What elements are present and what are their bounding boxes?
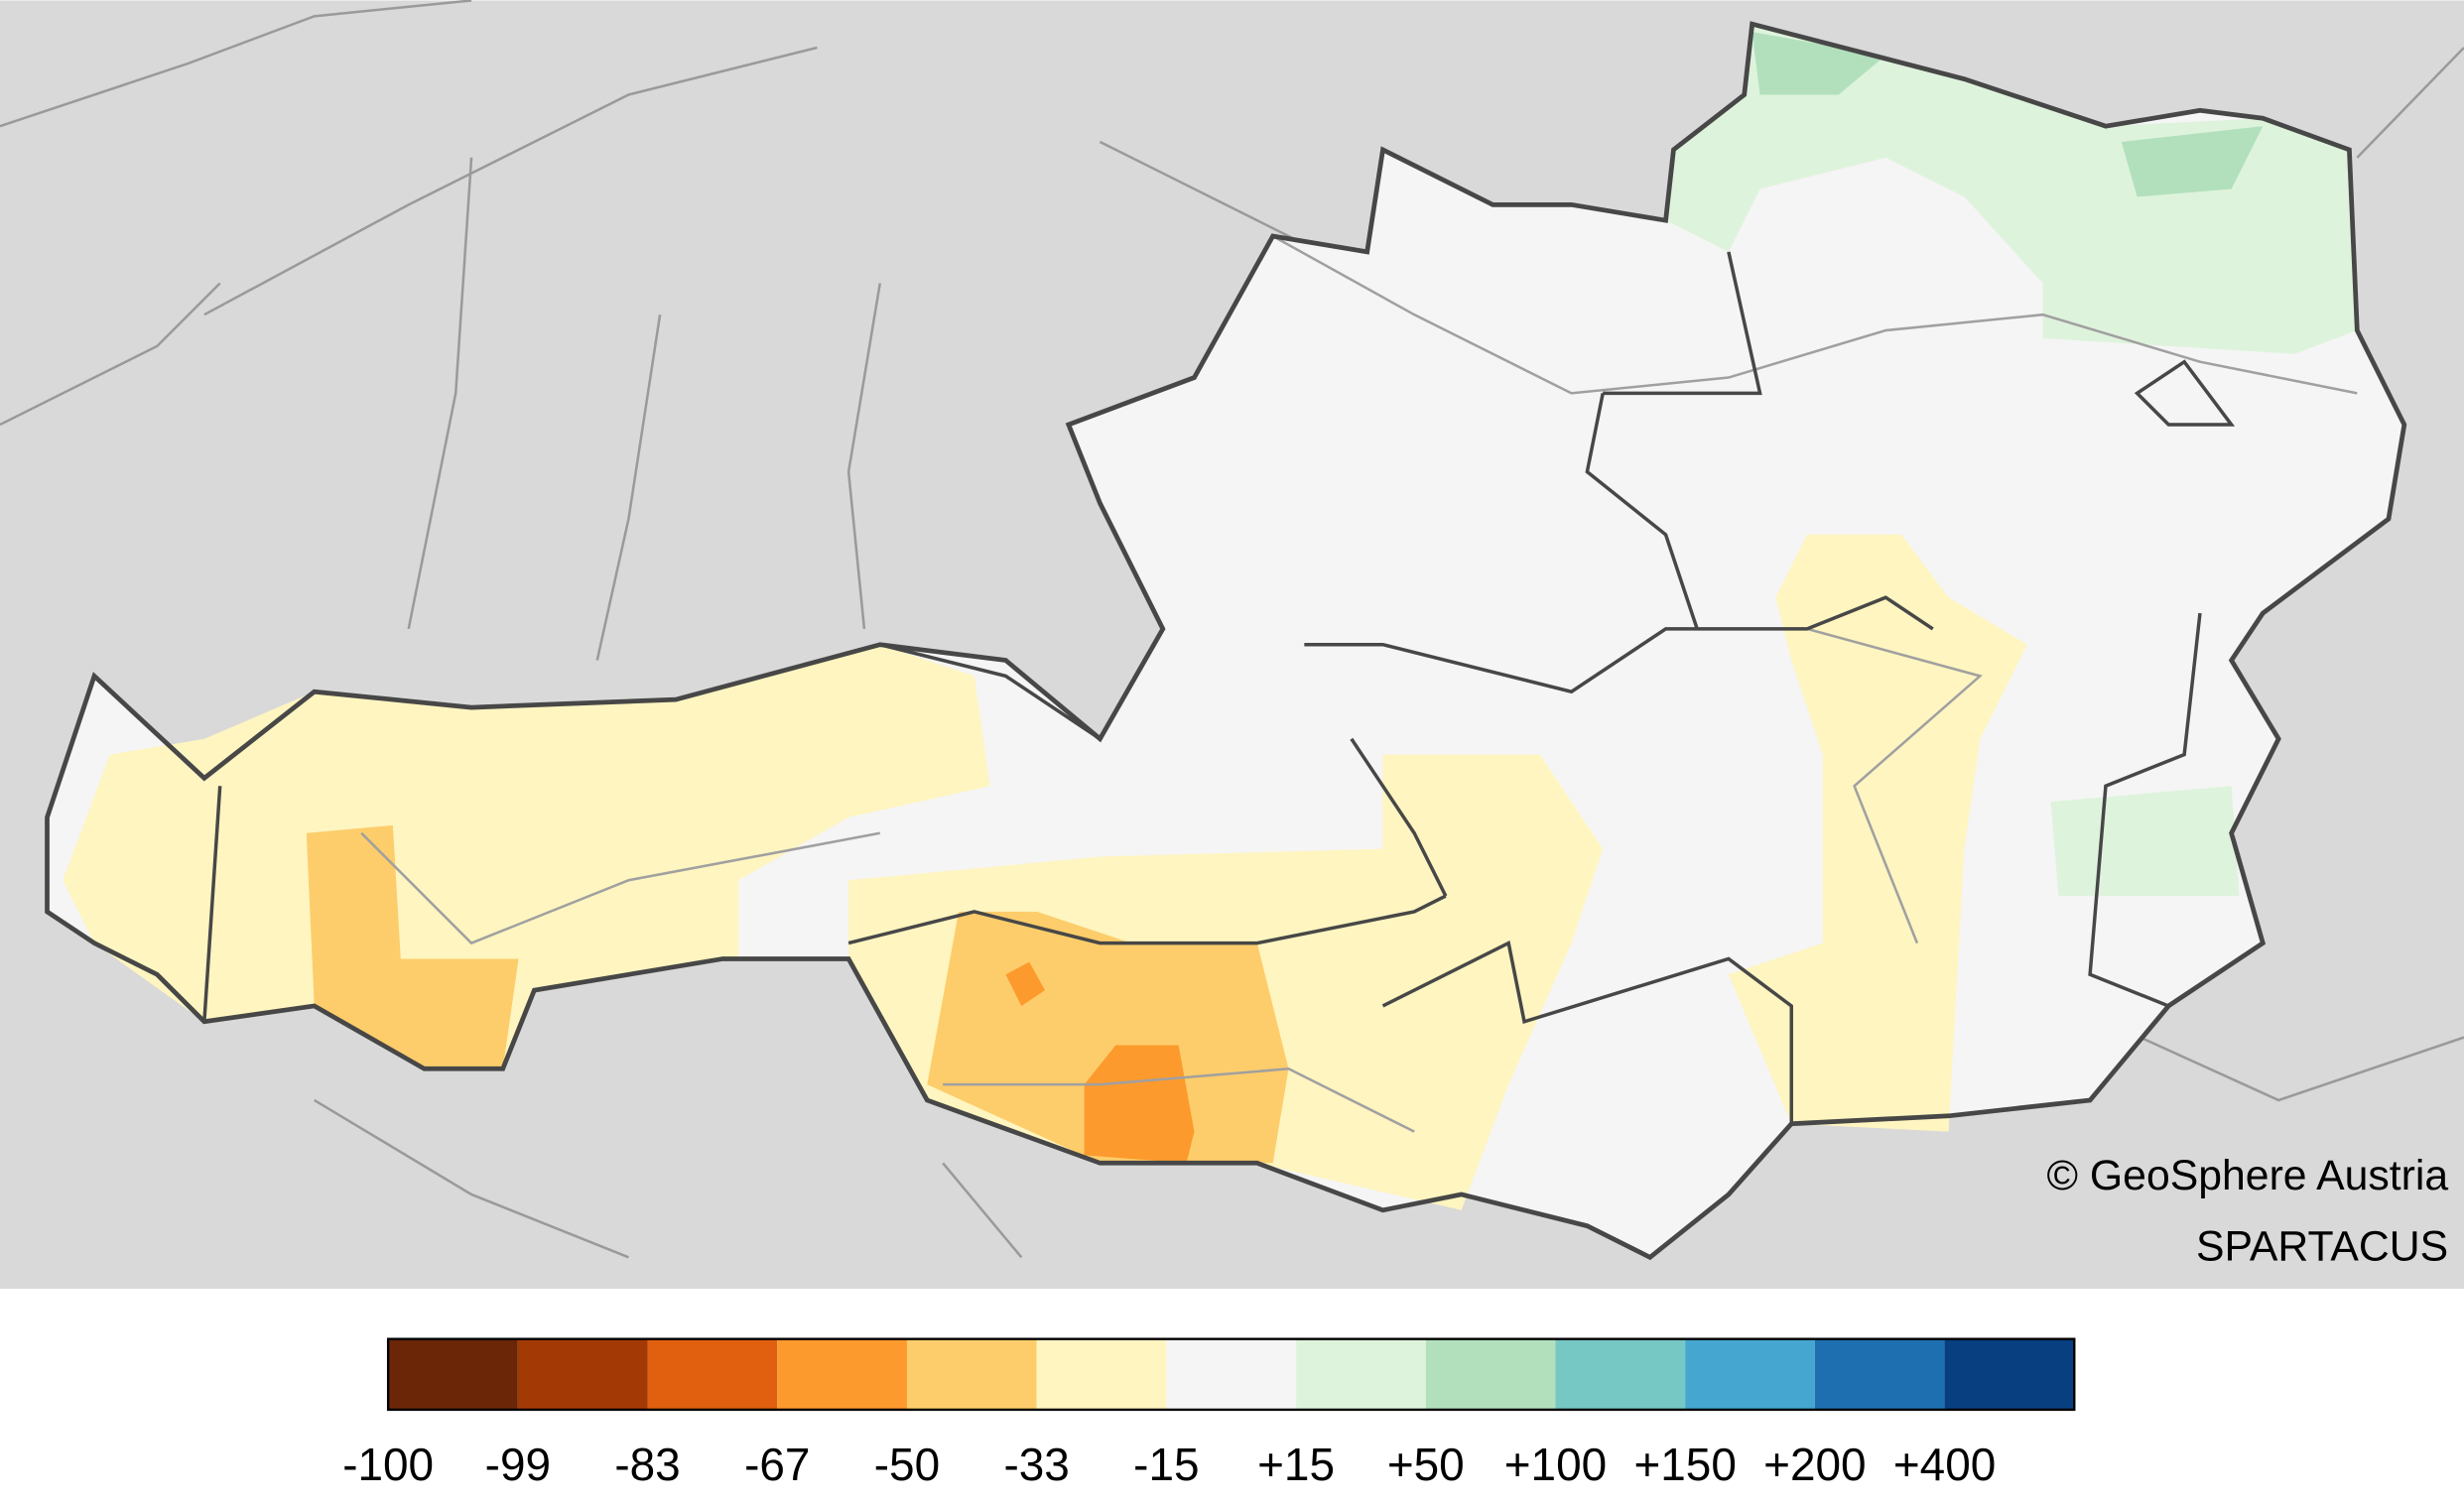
- legend-swatch: [517, 1338, 648, 1410]
- field: [1084, 1045, 1195, 1164]
- source: SPARTACUS: [2196, 1222, 2448, 1270]
- legend-label: -33: [1003, 1439, 1069, 1490]
- legend-label: +400: [1893, 1439, 1996, 1490]
- legend-swatch: [1166, 1338, 1297, 1410]
- legend-label: -99: [485, 1439, 551, 1490]
- legend-frame: [386, 1337, 2076, 1412]
- state-borders: [202, 251, 2236, 1124]
- legend-swatch: [906, 1338, 1037, 1410]
- field: [2121, 126, 2264, 197]
- legend-swatch: [1425, 1338, 1556, 1410]
- color-legend: -100 -99 -83 -67 -50 -33 -15 +15 +50 +100 +150 +200…: [342, 1337, 2076, 1490]
- field: [1005, 961, 1046, 1006]
- rivers-borders: [0, 0, 2464, 1259]
- legend-label: +15: [1257, 1439, 1335, 1490]
- copyright: © GeoSphere Austria: [2047, 1152, 2449, 1199]
- legend-label: -15: [1133, 1439, 1199, 1490]
- field: [2050, 786, 2240, 897]
- legend-swatch: [1036, 1338, 1167, 1410]
- field: [306, 824, 519, 1069]
- field: [1728, 534, 2027, 1132]
- legend-swatch: [1944, 1338, 2075, 1410]
- legend-label: -67: [744, 1439, 810, 1490]
- legend-label: -100: [342, 1439, 434, 1490]
- legend-label: +100: [1504, 1439, 1607, 1490]
- austria-rivers: [360, 234, 2358, 1133]
- legend-label: -50: [874, 1439, 940, 1490]
- field: [63, 644, 990, 1069]
- legend-label: +200: [1763, 1439, 1866, 1490]
- legend-label: +50: [1387, 1439, 1465, 1490]
- legend-swatch: [1685, 1338, 1815, 1410]
- legend-swatch: [388, 1338, 518, 1410]
- austria-border: [45, 21, 2407, 1261]
- legend-swatch: [777, 1338, 907, 1410]
- legend-swatch: [1555, 1338, 1686, 1410]
- legend-swatch: [1296, 1338, 1426, 1410]
- legend-swatch: [1814, 1338, 1945, 1410]
- field: [1751, 32, 1886, 95]
- legend-label: -83: [614, 1439, 680, 1490]
- legend-label: +150: [1633, 1439, 1736, 1490]
- legend-swatch: [647, 1338, 778, 1410]
- field: [1665, 24, 2358, 354]
